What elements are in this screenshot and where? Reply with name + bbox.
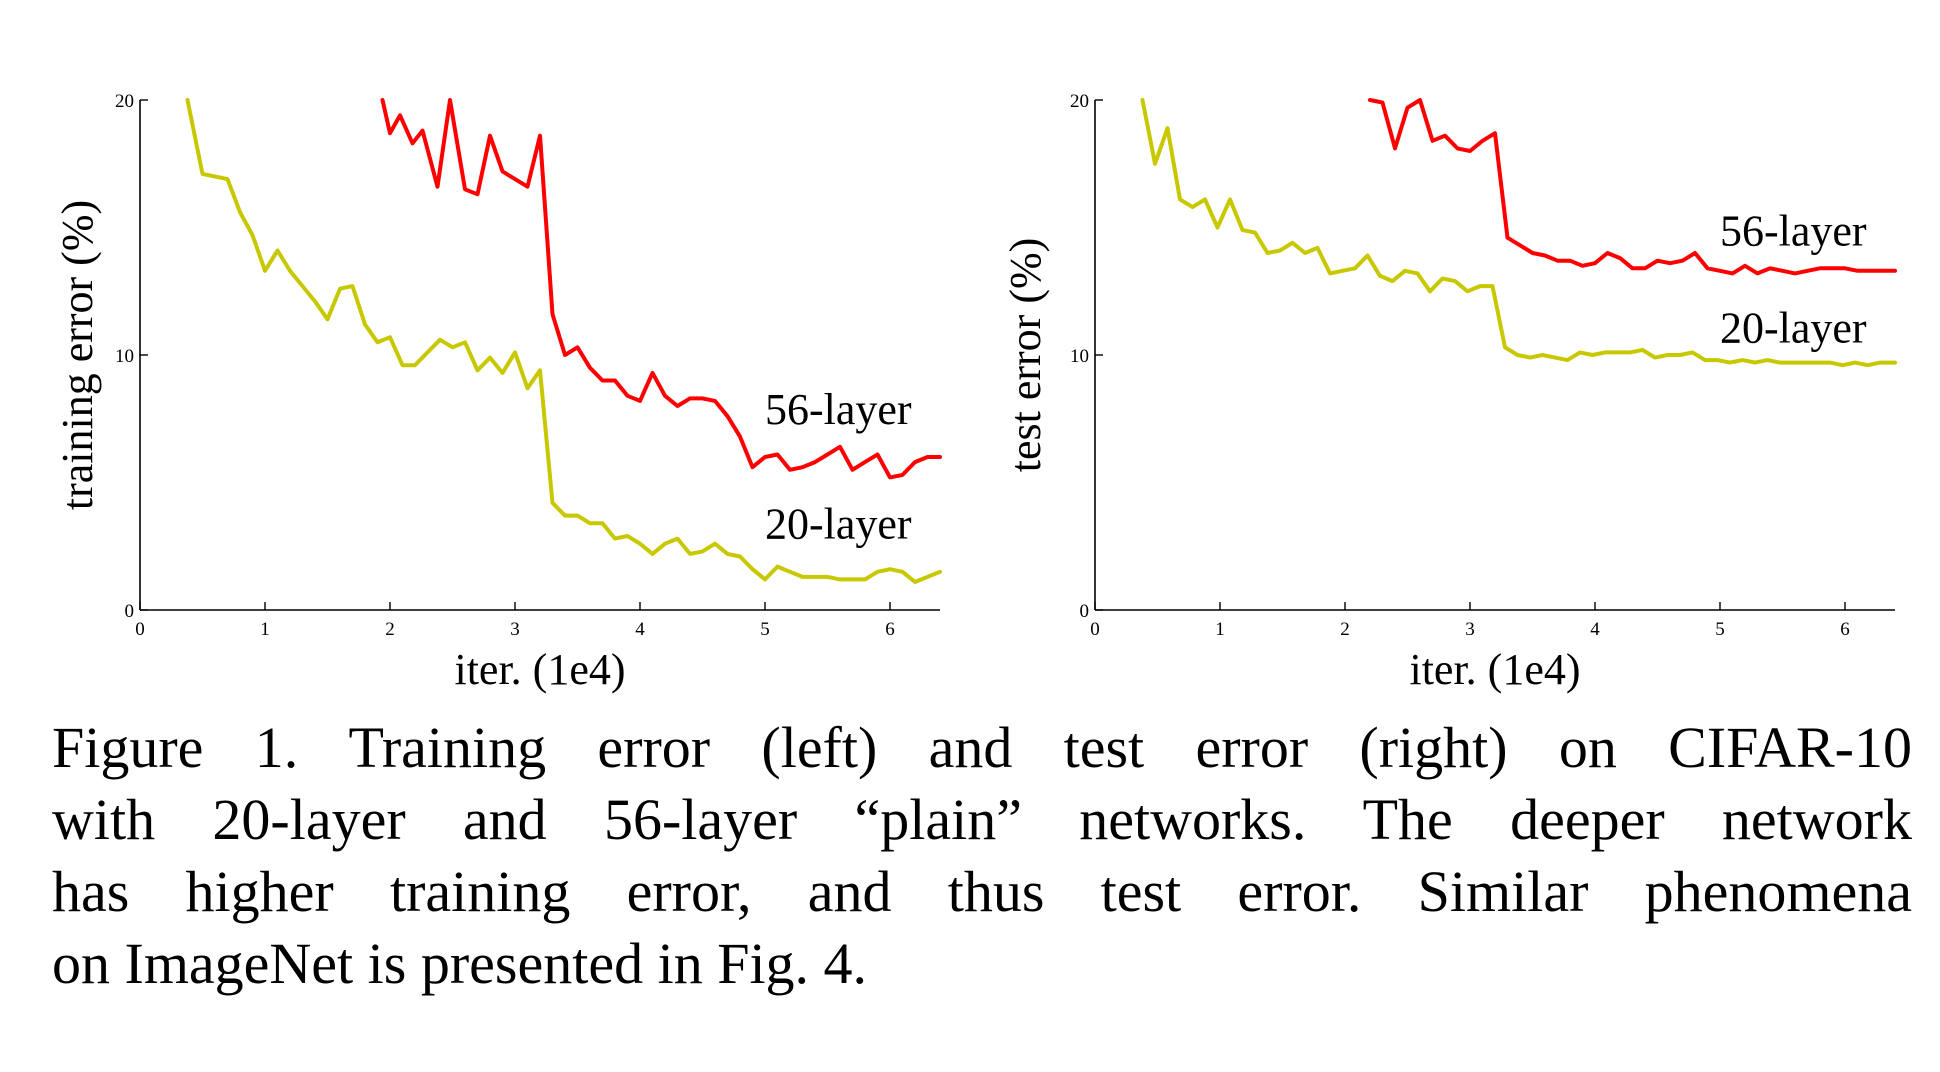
series-label-20-layer: 20-layer — [1720, 303, 1867, 352]
series-line-56-layer — [380, 98, 942, 480]
x-tick-label: 4 — [635, 619, 645, 640]
y-tick-label: 10 — [1070, 346, 1089, 367]
y-tick-label: 0 — [125, 601, 135, 622]
caption-line: has higher training error, and thus test… — [52, 859, 1912, 924]
x-tick-label: 0 — [135, 619, 145, 640]
x-tick-label: 0 — [1090, 619, 1100, 640]
y-axis-title: training error (%) — [53, 200, 102, 510]
series-label-56-layer: 56-layer — [1720, 206, 1867, 255]
x-tick-label: 3 — [510, 619, 520, 640]
series-label-20-layer: 20-layer — [765, 500, 912, 549]
training-error-chart: 0 1 2 3 4 5 6 0 10 20 iter. (1e4) training error (%… — [53, 91, 942, 694]
series-line-20-layer — [185, 98, 942, 584]
y-tick-label: 0 — [1080, 601, 1090, 622]
x-tick-label: 6 — [885, 619, 895, 640]
test-error-chart: 0 1 2 3 4 5 6 0 10 20 iter. (1e4) test error (%) 56-… — [1001, 91, 1897, 694]
y-tick-label: 20 — [115, 91, 134, 112]
x-tick-label: 3 — [1465, 619, 1475, 640]
caption-line: on ImageNet is presented in Fig. 4. — [52, 931, 868, 996]
x-tick-label: 1 — [1215, 619, 1225, 640]
y-axis-title: test error (%) — [1001, 238, 1050, 473]
caption-line: Figure 1. Training error (left) and test… — [52, 715, 1912, 780]
caption-line: with 20-layer and 56-layer “plain” netwo… — [52, 787, 1912, 852]
x-tick-label: 6 — [1840, 619, 1850, 640]
y-tick-label: 20 — [1070, 91, 1089, 112]
x-tick-label: 5 — [1715, 619, 1725, 640]
y-tick-label: 10 — [115, 346, 134, 367]
x-tick-label: 4 — [1590, 619, 1600, 640]
x-tick-label: 2 — [385, 619, 395, 640]
series-line-20-layer — [1140, 98, 1897, 368]
x-axis-title: iter. (1e4) — [454, 645, 625, 694]
series-label-56-layer: 56-layer — [765, 385, 912, 434]
series-line-56-layer — [1368, 98, 1897, 276]
x-tick-label: 2 — [1340, 619, 1350, 640]
x-tick-label: 1 — [260, 619, 270, 640]
x-axis-title: iter. (1e4) — [1409, 645, 1580, 694]
figure-caption: Figure 1. Training error (left) and test… — [52, 712, 1912, 1000]
x-tick-label: 5 — [760, 619, 770, 640]
